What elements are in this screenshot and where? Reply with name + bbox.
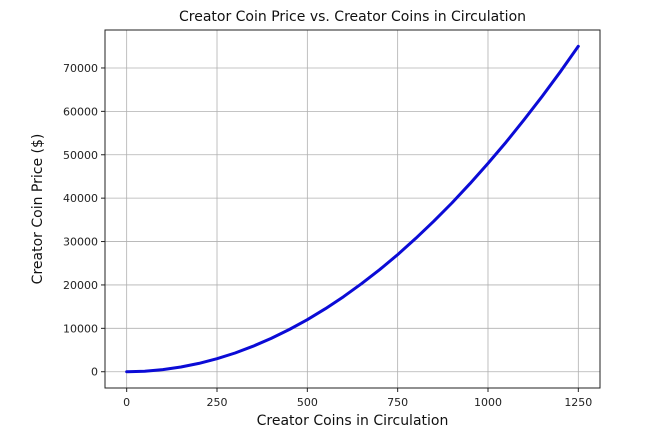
x-tick-label: 250 bbox=[207, 396, 228, 409]
y-tick-label: 40000 bbox=[63, 192, 98, 205]
y-tick-label: 10000 bbox=[63, 322, 98, 335]
y-tick-label: 30000 bbox=[63, 236, 98, 249]
x-tick-label: 500 bbox=[297, 396, 318, 409]
x-tick-label: 0 bbox=[123, 396, 130, 409]
x-tick-label: 1000 bbox=[474, 396, 502, 409]
grid bbox=[105, 30, 600, 388]
chart-title: Creator Coin Price vs. Creator Coins in … bbox=[179, 9, 526, 25]
y-tick-label: 70000 bbox=[63, 62, 98, 75]
series-layer bbox=[125, 44, 580, 374]
x-tick-label: 1250 bbox=[564, 396, 592, 409]
ticks: 0 250 500 750 1000 1250 0 10000 20000 30000 40000 5… bbox=[63, 62, 592, 409]
series-line bbox=[125, 44, 580, 374]
y-tick-label: 0 bbox=[91, 366, 98, 379]
plot-frame bbox=[104, 29, 601, 389]
y-tick-label: 60000 bbox=[63, 105, 98, 118]
y-axis-label: Creator Coin Price ($) bbox=[30, 134, 46, 285]
x-axis-label: Creator Coins in Circulation bbox=[257, 413, 449, 429]
y-tick-label: 20000 bbox=[63, 279, 98, 292]
x-tick-label: 750 bbox=[387, 396, 408, 409]
y-tick-label: 50000 bbox=[63, 149, 98, 162]
